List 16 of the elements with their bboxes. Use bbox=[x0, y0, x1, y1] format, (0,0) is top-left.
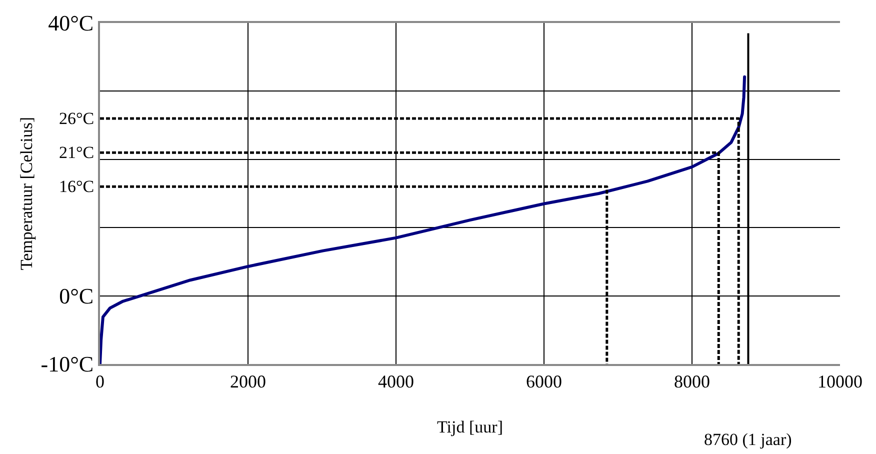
text: 21°C bbox=[59, 143, 94, 162]
x-tick-label: 10000 bbox=[818, 372, 862, 392]
x-tick-label: 2000 bbox=[230, 372, 266, 392]
text: 26°C bbox=[59, 109, 94, 128]
ref-line-label: 8760 (1 jaar) bbox=[704, 430, 792, 449]
x-axis-title: Tijd [uur] bbox=[437, 418, 503, 436]
y-tick-label: 40°C bbox=[48, 10, 94, 36]
x-tick-label: 6000 bbox=[526, 372, 562, 392]
x-tick-label: 0 bbox=[96, 372, 104, 392]
line-series bbox=[100, 75, 746, 364]
text: 16°C bbox=[59, 177, 94, 196]
y-axis-title: Temperatuur [Celcius] bbox=[16, 116, 36, 270]
y-tick-label: 0°C bbox=[59, 284, 94, 308]
x-tick-label: 8000 bbox=[674, 372, 710, 392]
x-tick-label: 4000 bbox=[378, 372, 414, 392]
y-tick-label: -10°C bbox=[40, 352, 94, 377]
